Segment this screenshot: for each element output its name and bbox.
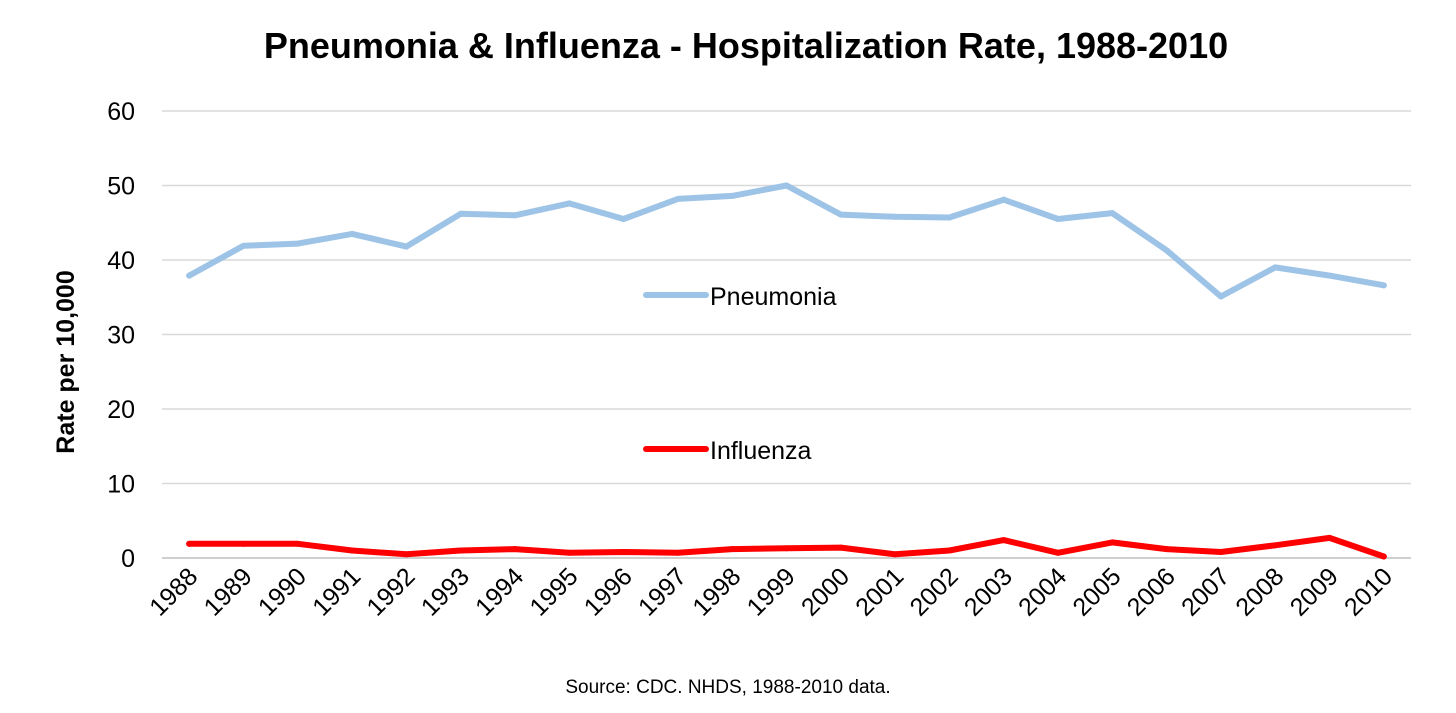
- data-point-influenza: [892, 551, 899, 558]
- data-point-pneumonia: [457, 210, 464, 217]
- data-point-influenza: [837, 544, 844, 551]
- data-point-pneumonia: [946, 214, 953, 221]
- data-point-pneumonia: [349, 230, 356, 237]
- x-tick-label: 1999: [742, 562, 801, 621]
- data-point-pneumonia: [1109, 210, 1116, 217]
- series-lines: [186, 182, 1387, 560]
- data-point-influenza: [674, 549, 681, 556]
- data-point-influenza: [1055, 549, 1062, 556]
- x-tick-label: 2004: [1013, 562, 1072, 621]
- chart-title: Pneumonia & Influenza - Hospitalization …: [264, 25, 1228, 66]
- y-tick-label: 50: [107, 173, 135, 201]
- x-tick-label: 2009: [1285, 562, 1344, 621]
- data-point-influenza: [620, 549, 627, 556]
- data-point-influenza: [240, 540, 247, 547]
- series-label-influenza: Influenza: [710, 437, 812, 465]
- data-point-pneumonia: [620, 216, 627, 223]
- y-axis-ticks: 0 10 20 30 40 50 60: [107, 98, 135, 573]
- data-point-influenza: [946, 547, 953, 554]
- x-tick-label: 1997: [633, 562, 692, 621]
- data-point-pneumonia: [783, 182, 790, 189]
- source-note: Source: CDC. NHDS, 1988-2010 data.: [565, 677, 890, 698]
- x-tick-label: 1991: [307, 562, 366, 621]
- data-point-influenza: [511, 546, 518, 553]
- data-point-pneumonia: [1326, 272, 1333, 279]
- series-labels: Pneumonia Influenza: [643, 283, 837, 465]
- series-label-pneumonia: Pneumonia: [710, 283, 837, 311]
- data-point-influenza: [1326, 534, 1333, 541]
- data-point-pneumonia: [1000, 196, 1007, 203]
- data-point-pneumonia: [729, 192, 736, 199]
- data-point-pneumonia: [1163, 247, 1170, 254]
- data-point-pneumonia: [674, 195, 681, 202]
- y-tick-label: 30: [107, 322, 135, 350]
- x-tick-label: 2003: [959, 562, 1018, 621]
- x-axis-ticks: 1988198919901991199219931994199519961997…: [144, 562, 1398, 621]
- data-point-influenza: [1272, 542, 1279, 549]
- series-line-pneumonia: [186, 182, 1387, 300]
- data-point-influenza: [403, 551, 410, 558]
- x-tick-label: 1998: [687, 562, 746, 621]
- data-point-influenza: [349, 547, 356, 554]
- data-point-pneumonia: [186, 272, 193, 279]
- x-tick-label: 2007: [1176, 562, 1235, 621]
- x-tick-label: 2008: [1230, 562, 1289, 621]
- data-point-pneumonia: [892, 213, 899, 220]
- y-tick-label: 20: [107, 396, 135, 424]
- data-point-influenza: [783, 545, 790, 552]
- data-point-pneumonia: [511, 212, 518, 219]
- data-point-pneumonia: [1055, 216, 1062, 223]
- data-point-influenza: [186, 540, 193, 547]
- x-tick-label: 1988: [144, 562, 203, 621]
- x-tick-label: 2001: [850, 562, 909, 621]
- x-tick-label: 1992: [361, 562, 420, 621]
- x-tick-label: 1994: [470, 562, 529, 621]
- x-tick-label: 1995: [524, 562, 583, 621]
- data-point-pneumonia: [240, 242, 247, 249]
- y-tick-label: 40: [107, 247, 135, 275]
- x-tick-label: 2006: [1122, 562, 1181, 621]
- x-tick-label: 1996: [579, 562, 638, 621]
- data-point-influenza: [729, 546, 736, 553]
- x-tick-label: 2000: [796, 562, 855, 621]
- gridlines: [162, 110, 1411, 559]
- x-tick-label: 1993: [416, 562, 475, 621]
- data-point-influenza: [1109, 539, 1116, 546]
- data-point-pneumonia: [837, 211, 844, 218]
- data-point-pneumonia: [566, 200, 573, 207]
- data-point-influenza: [294, 540, 301, 547]
- y-tick-label: 0: [121, 545, 135, 573]
- x-tick-label: 1990: [253, 562, 312, 621]
- data-point-influenza: [566, 549, 573, 556]
- x-tick-label: 2010: [1339, 562, 1398, 621]
- y-tick-label: 60: [107, 98, 135, 126]
- data-point-influenza: [1163, 546, 1170, 553]
- y-tick-label: 10: [107, 471, 135, 499]
- data-point-pneumonia: [294, 240, 301, 247]
- y-axis-label: Rate per 10,000: [52, 270, 80, 453]
- data-point-influenza: [1380, 553, 1387, 560]
- data-point-influenza: [457, 547, 464, 554]
- x-tick-label: 2002: [905, 562, 964, 621]
- x-tick-label: 1989: [199, 562, 258, 621]
- data-point-pneumonia: [1272, 264, 1279, 271]
- x-tick-label: 2005: [1067, 562, 1126, 621]
- data-point-influenza: [1217, 549, 1224, 556]
- data-point-pneumonia: [403, 243, 410, 250]
- data-point-pneumonia: [1217, 293, 1224, 300]
- data-point-influenza: [1000, 537, 1007, 544]
- data-point-pneumonia: [1380, 282, 1387, 289]
